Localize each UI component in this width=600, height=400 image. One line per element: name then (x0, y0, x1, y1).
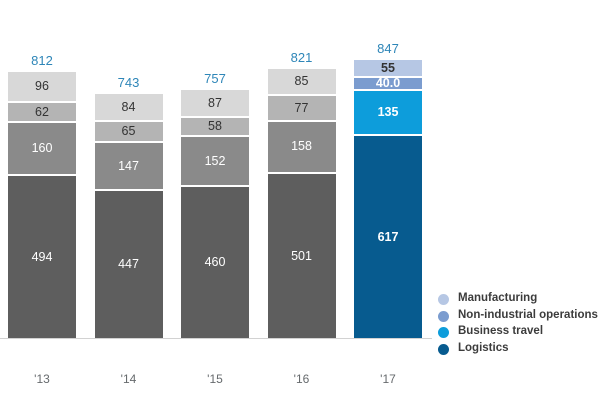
bar-segment-non-industrial-operations[interactable]: 58 (181, 118, 249, 138)
bar-segment-business-travel[interactable]: 160 (8, 123, 76, 176)
bar-segment-manufacturing[interactable]: 85 (267, 68, 336, 97)
bar-segment-logistics[interactable]: 617 (354, 135, 422, 338)
bar-segment-value: 494 (31, 249, 53, 264)
bar-14[interactable]: 743 84 65 147 447 (94, 75, 163, 338)
bar-segment-value: 58 (208, 119, 222, 134)
x-tick-13: '13 (34, 372, 50, 386)
legend-label: Logistics (458, 341, 509, 354)
bar-13[interactable]: 812 96 62 160 494 (8, 53, 76, 338)
bar-segment-value: 84 (121, 99, 136, 114)
bar-segment-value: 85 (294, 74, 309, 89)
bar-segment-logistics[interactable]: 460 (181, 187, 249, 338)
bar-total-label: 812 (31, 52, 53, 68)
legend-label: Business travel (458, 325, 544, 337)
bar-segment-value: 460 (204, 255, 226, 270)
bar-segment-value: 55 (381, 60, 395, 75)
x-tick-17: '17 (380, 372, 396, 386)
bar-segment-value: 62 (35, 104, 49, 119)
bar-segment-value: 160 (31, 141, 53, 156)
chart-legend: Manufacturing Non-industrial operations Bu… (438, 292, 598, 358)
bar-segment-manufacturing[interactable]: 87 (181, 89, 249, 119)
legend-swatch-icon (438, 294, 449, 305)
bar-segment-value: 617 (377, 229, 399, 244)
bar-segment-value: 152 (204, 153, 226, 168)
legend-item-manufacturing[interactable]: Manufacturing (438, 292, 598, 306)
bar-segment-logistics[interactable]: 447 (94, 191, 163, 338)
x-tick-14: '14 (120, 372, 137, 386)
bar-segment-logistics[interactable]: 494 (8, 175, 76, 338)
bar-segment-value: 65 (121, 124, 136, 139)
bar-segment-value: 135 (377, 105, 399, 120)
legend-swatch-icon (438, 343, 449, 355)
legend-item-business-travel[interactable]: Business travel (438, 325, 598, 339)
bar-segment-business-travel[interactable]: 135 (354, 91, 422, 136)
bar-segment-manufacturing[interactable]: 96 (8, 71, 76, 104)
plot-area: 812 96 62 160 494 743 84 65 147 447 757 87 58 152 460 8… (0, 41, 432, 386)
bar-15[interactable]: 757 87 58 152 460 (181, 71, 249, 338)
bar-segment-value: 87 (208, 95, 222, 110)
bar-segment-value: 147 (118, 158, 139, 173)
legend-label: Non-industrial operations (458, 308, 598, 321)
bar-segment-value: 501 (291, 248, 312, 263)
bar-total-label: 847 (377, 41, 399, 56)
bar-segment-value: 447 (118, 257, 139, 272)
bar-segment-business-travel[interactable]: 152 (181, 137, 249, 188)
bar-segment-value: 158 (291, 139, 312, 154)
legend-swatch-icon (438, 310, 449, 322)
x-tick-16: '16 (293, 372, 310, 386)
bar-segment-business-travel[interactable]: 147 (94, 143, 163, 192)
bar-total-label: 821 (290, 49, 313, 65)
bar-segment-value: 40.0 (375, 78, 401, 91)
legend-label: Manufacturing (458, 292, 538, 304)
legend-swatch-icon (438, 327, 449, 338)
x-tick-15: '15 (207, 372, 223, 386)
bar-segment-non-industrial-operations[interactable]: 65 (94, 121, 163, 144)
bar-segment-non-industrial-operations[interactable]: 40.0 (354, 78, 422, 92)
bar-segment-non-industrial-operations[interactable]: 62 (8, 103, 76, 124)
bar-segment-manufacturing[interactable]: 84 (94, 94, 163, 122)
bar-total-label: 757 (204, 70, 226, 86)
x-axis-line (0, 338, 432, 339)
bar-segment-non-industrial-operations[interactable]: 77 (267, 96, 336, 122)
bar-total-label: 743 (117, 75, 140, 91)
bar-segment-value: 77 (294, 100, 309, 115)
bar-17[interactable]: 847 55 40.0 135 617 (354, 41, 422, 338)
legend-item-logistics[interactable]: Logistics (438, 342, 598, 356)
bar-segment-manufacturing[interactable]: 55 (354, 60, 422, 79)
bar-segment-value: 96 (35, 79, 49, 94)
bar-segment-logistics[interactable]: 501 (267, 173, 336, 338)
bar-16[interactable]: 821 85 77 158 501 (267, 50, 336, 338)
bar-segment-business-travel[interactable]: 158 (267, 121, 336, 174)
legend-item-non-industrial-operations[interactable]: Non-industrial operations (438, 309, 598, 323)
